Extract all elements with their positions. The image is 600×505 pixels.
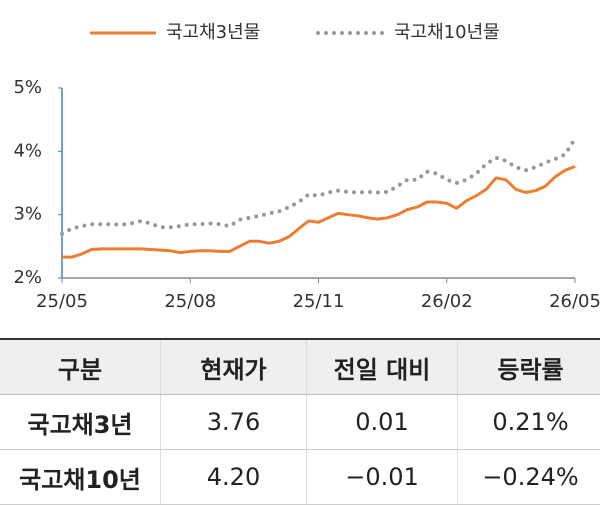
cell: 4.20 <box>161 450 307 505</box>
y-tick-label: 3% <box>13 204 42 225</box>
column-header: 구분 <box>0 339 161 395</box>
cell: −0.24% <box>458 450 600 505</box>
x-tick-label: 25/11 <box>293 291 345 312</box>
x-tick-label: 26/02 <box>421 291 473 312</box>
column-header: 현재가 <box>161 339 307 395</box>
x-tick-label: 26/05 <box>549 291 600 312</box>
x-tick-label: 25/08 <box>164 291 216 312</box>
series-line <box>62 167 575 258</box>
y-tick-label: 4% <box>13 140 42 161</box>
y-tick-label: 2% <box>13 267 42 288</box>
x-tick-label: 25/05 <box>36 291 88 312</box>
cell: 3.76 <box>161 395 307 450</box>
column-header: 등락률 <box>458 339 600 395</box>
chart: 2% 3% 4% 5% 25/05 25/08 25/11 26/02 26/05 국고채3년물 국… <box>0 0 600 330</box>
legend-label: 국고채3년물 <box>166 22 260 43</box>
cell: 0.01 <box>307 395 458 450</box>
cell: −0.01 <box>307 450 458 505</box>
column-header: 전일 대비 <box>307 339 458 395</box>
legend-label: 국고채10년물 <box>394 22 500 43</box>
cell: 0.21% <box>458 395 600 450</box>
series-line <box>62 139 575 234</box>
y-tick-label: 5% <box>13 77 42 98</box>
row-label: 국고채10년 <box>0 450 161 505</box>
row-label: 국고채3년 <box>0 395 161 450</box>
